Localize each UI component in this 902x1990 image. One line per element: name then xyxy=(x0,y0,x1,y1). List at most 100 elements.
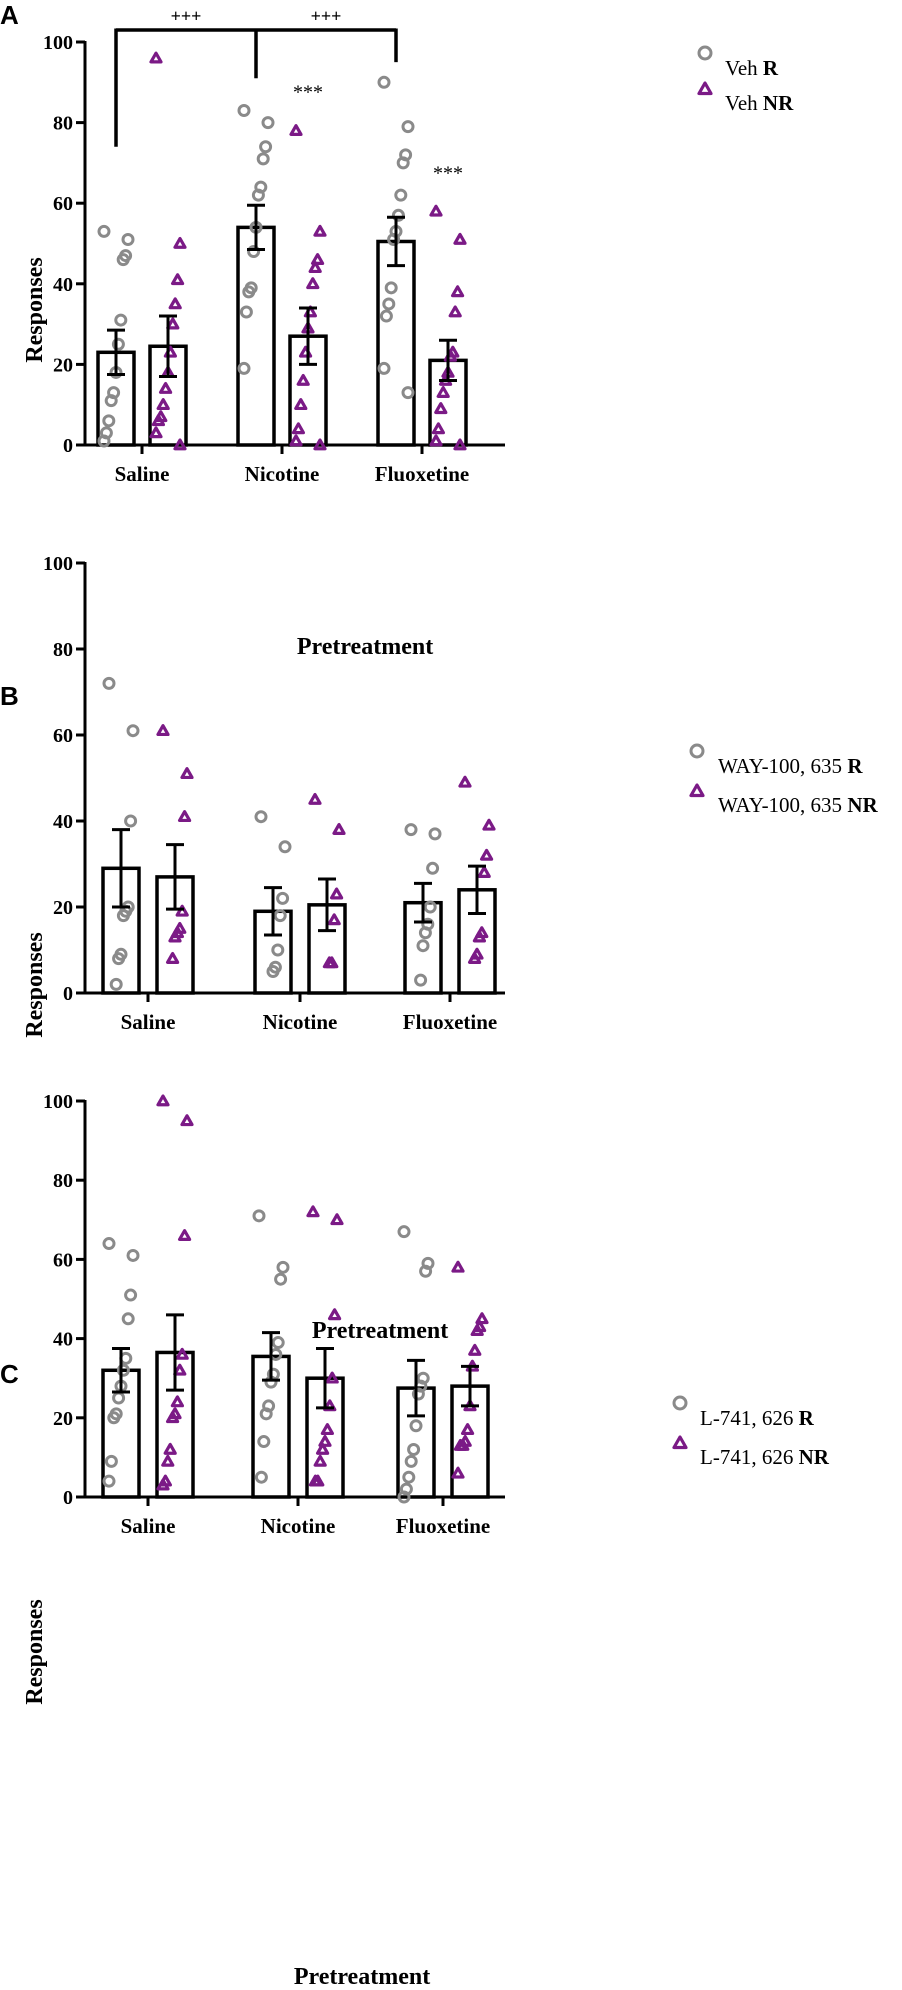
data-point-r xyxy=(382,297,396,311)
data-point-nr xyxy=(173,1363,187,1376)
data-point-r xyxy=(377,75,391,89)
data-point-r xyxy=(114,313,128,327)
y-tick-label: 80 xyxy=(53,1170,73,1192)
data-point-nr xyxy=(178,1229,192,1241)
data-point-r xyxy=(407,1442,421,1456)
data-point-r xyxy=(111,337,125,351)
data-point-nr xyxy=(161,1454,175,1467)
data-point-r xyxy=(404,1454,418,1468)
legend-marker-nr xyxy=(689,783,705,798)
data-point-nr xyxy=(289,434,303,447)
data-point-nr xyxy=(328,1308,342,1321)
data-point-r xyxy=(391,208,405,222)
data-point-r xyxy=(239,305,253,319)
data-point-nr xyxy=(325,1371,339,1384)
data-point-nr xyxy=(166,951,180,964)
y-tick-label: 0 xyxy=(63,983,73,1005)
data-point-nr xyxy=(468,1343,482,1356)
data-point-nr xyxy=(313,224,327,237)
data-point-r xyxy=(273,909,287,923)
data-point-nr xyxy=(470,1324,484,1337)
legend-item-nr: WAY-100, 635 NR xyxy=(718,793,878,817)
data-point-r xyxy=(116,1363,130,1377)
panel-a: A Responses Pretreatment Veh R Veh NR 0 2… xyxy=(0,0,794,660)
y-tick-label: 100 xyxy=(43,1091,73,1113)
data-point-r xyxy=(394,188,408,202)
data-point-nr xyxy=(171,273,185,286)
y-tick-label: 40 xyxy=(53,811,73,833)
data-point-r xyxy=(109,977,123,991)
data-point-nr xyxy=(156,724,170,737)
data-point-r xyxy=(414,973,428,987)
data-point-r xyxy=(126,724,140,738)
data-point-r xyxy=(411,1387,425,1401)
data-point-nr xyxy=(308,1474,322,1487)
data-point-r xyxy=(397,1225,411,1239)
y-tick-label: 0 xyxy=(63,1487,73,1509)
data-point-r xyxy=(396,156,410,170)
data-point-nr xyxy=(163,1442,177,1455)
data-point-r xyxy=(116,909,130,923)
significance-stars: *** xyxy=(433,162,463,184)
data-point-r xyxy=(387,232,401,246)
data-point-r xyxy=(124,814,138,828)
data-point-nr xyxy=(178,810,192,823)
data-point-nr xyxy=(431,422,445,435)
data-point-nr xyxy=(306,277,320,290)
panel-b-ylabel: Responses xyxy=(22,932,48,1037)
data-point-nr xyxy=(451,285,465,298)
data-point-nr xyxy=(461,1423,475,1436)
bar-nr xyxy=(155,1350,195,1499)
data-point-nr xyxy=(173,236,187,249)
legend-item-r: L-741, 626 R xyxy=(700,1406,815,1430)
data-point-nr xyxy=(180,1114,194,1127)
data-point-r xyxy=(397,1490,411,1504)
data-point-r xyxy=(276,891,290,905)
bar-nr xyxy=(457,888,497,995)
data-point-nr xyxy=(311,253,325,265)
data-point-nr xyxy=(451,1260,465,1273)
x-tick-label: Saline xyxy=(121,1010,176,1034)
data-point-nr xyxy=(313,438,327,451)
x-tick-label: Nicotine xyxy=(263,1010,338,1034)
panel-a-xlabel: Pretreatment xyxy=(297,634,433,660)
data-point-r xyxy=(247,245,261,259)
legend-label-r: L-741, 626 R xyxy=(700,1406,815,1430)
data-point-nr xyxy=(482,818,496,831)
legend-marker-r xyxy=(689,743,705,759)
data-point-r xyxy=(404,823,418,837)
legend-label-nr: L-741, 626 NR xyxy=(700,1445,830,1469)
data-point-nr xyxy=(323,1399,337,1412)
data-point-nr xyxy=(330,887,344,900)
panel-a-legend: Veh R Veh NR xyxy=(725,56,794,115)
y-tick-label: 100 xyxy=(43,553,73,575)
data-point-r xyxy=(104,1454,118,1468)
data-point-nr xyxy=(453,438,467,451)
panel-c-legend: L-741, 626 R L-741, 626 NR xyxy=(700,1406,830,1469)
data-point-nr xyxy=(468,951,482,964)
legend-item-nr: Veh NR xyxy=(725,91,794,115)
data-point-r xyxy=(251,188,265,202)
panel-a-letter: A xyxy=(0,0,19,30)
panel-b-xlabel: Pretreatment xyxy=(312,1318,448,1344)
data-point-nr xyxy=(434,402,448,415)
data-point-r xyxy=(259,1407,273,1421)
data-point-r xyxy=(402,1470,416,1484)
data-point-nr xyxy=(166,317,180,330)
data-point-r xyxy=(276,1260,290,1274)
legend-marker-r xyxy=(697,45,713,61)
bracket-label: +++ xyxy=(311,6,342,26)
data-point-r xyxy=(401,120,415,134)
data-point-r xyxy=(379,309,393,323)
data-point-r xyxy=(121,1312,135,1326)
data-point-nr xyxy=(289,124,303,137)
bar-r xyxy=(376,239,416,447)
y-tick-label: 80 xyxy=(53,113,73,135)
data-point-nr xyxy=(168,930,182,943)
data-point-nr xyxy=(151,414,165,427)
data-point-r xyxy=(384,281,398,295)
data-point-r xyxy=(242,285,256,299)
legend-label-nr: WAY-100, 635 NR xyxy=(718,793,878,817)
legend-label-nr: Veh NR xyxy=(725,91,794,115)
